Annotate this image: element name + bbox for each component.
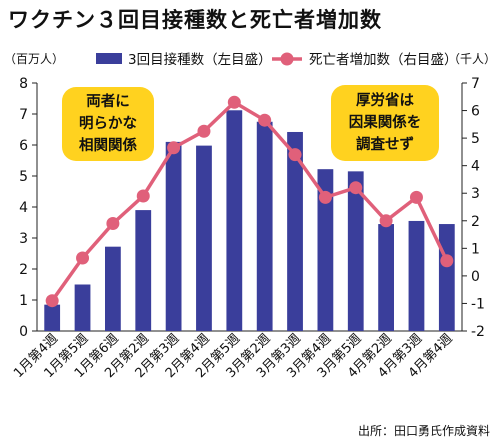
bar: [165, 141, 182, 331]
legend-label-line: 死亡者増加数（右目盛）: [309, 52, 458, 68]
right-axis-tick-label: -1: [471, 296, 485, 312]
left-axis-tick-label: 7: [19, 107, 28, 123]
right-axis-tick-label: 1: [471, 241, 480, 257]
annotation-no-investigation: 厚労省は 因果関係を 調査せず: [331, 85, 439, 161]
bar: [256, 121, 273, 331]
right-axis-tick-label: 4: [471, 159, 480, 175]
left-axis-tick-label: 5: [19, 169, 28, 185]
line-point: [106, 217, 120, 231]
line-point: [76, 251, 90, 265]
bar: [226, 110, 243, 331]
bar: [378, 224, 394, 331]
line-point: [349, 181, 363, 195]
left-axis-tick-label: 1: [19, 293, 28, 309]
annotation-correlation: 両者に 明らかな 相関関係: [62, 87, 154, 161]
legend-label-bar: 3回目接種数（左目盛）: [128, 51, 272, 68]
bar: [105, 246, 121, 331]
line-point: [167, 141, 181, 155]
right-axis-tick-label: 3: [471, 186, 480, 202]
bar: [347, 171, 364, 331]
annotation-line: 両者に: [86, 94, 130, 110]
annotation-line: 明らかな: [79, 116, 137, 132]
right-axis-tick-label: 2: [471, 214, 480, 230]
line-point: [258, 113, 272, 127]
left-axis-tick-label: 4: [19, 200, 28, 216]
source-note: 出所：田口勇氏作成資料: [357, 424, 490, 438]
annotation-line: 相関関係: [79, 138, 137, 154]
bar: [438, 224, 455, 331]
line-point: [379, 214, 393, 228]
left-axis-unit: （百万人）: [4, 52, 64, 66]
annotation-line: 厚労省は: [356, 93, 414, 109]
right-axis-tick-label: 5: [471, 131, 480, 147]
line-point: [197, 124, 211, 138]
bar: [44, 304, 61, 331]
legend-swatch-bar: [96, 53, 122, 64]
bar: [196, 145, 212, 331]
right-axis-tick-label: 7: [471, 76, 480, 92]
bar: [287, 131, 303, 331]
bar: [135, 210, 152, 331]
line-series: [50, 100, 449, 302]
annotation-line: 調査せず: [356, 137, 414, 153]
line-point: [288, 148, 302, 162]
line-point: [409, 190, 423, 204]
left-axis-tick-label: 2: [19, 262, 28, 278]
legend-swatch-marker: [280, 52, 294, 66]
bar: [74, 284, 91, 331]
line-point: [45, 294, 59, 308]
bar: [317, 169, 334, 331]
right-axis-tick-label: 0: [471, 269, 480, 285]
left-axis-tick-label: 0: [19, 324, 28, 340]
right-axis-unit: （千人）: [448, 52, 496, 66]
line-point: [227, 95, 241, 109]
line-point: [136, 189, 150, 203]
left-axis-tick-label: 3: [19, 231, 28, 247]
line-point: [440, 254, 454, 268]
right-axis-tick-label: 6: [471, 104, 480, 120]
bar: [408, 220, 425, 331]
right-axis-tick-label: -2: [471, 324, 485, 340]
annotation-line: 因果関係を: [348, 115, 422, 131]
left-axis-tick-label: 8: [19, 76, 28, 92]
chart-title: ワクチン３回目接種数と死亡者増加数: [8, 8, 382, 32]
line-point: [318, 190, 332, 204]
left-axis-tick-label: 6: [19, 138, 28, 154]
